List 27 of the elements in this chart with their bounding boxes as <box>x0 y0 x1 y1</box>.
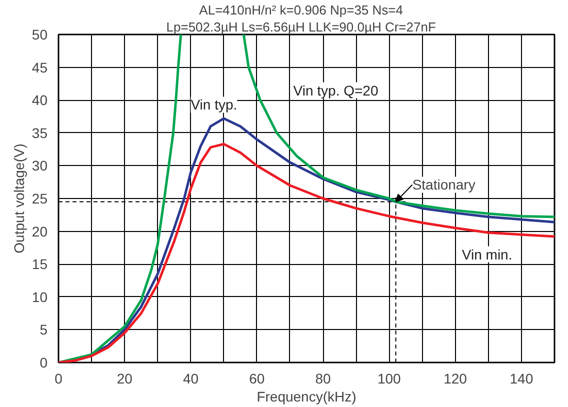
x-tick-label: 40 <box>182 370 199 386</box>
y-tick-label: 20 <box>32 223 48 240</box>
x-tick-label: 120 <box>444 370 468 386</box>
y-tick-label: 0 <box>40 354 48 370</box>
x-tick-label: 80 <box>315 370 332 386</box>
x-tick-label: 60 <box>249 370 265 386</box>
series-label: Vin typ. <box>190 96 238 113</box>
y-tick-label: 15 <box>32 256 48 272</box>
y-tick-label: 35 <box>32 124 48 141</box>
y-tick-label: 5 <box>40 322 48 338</box>
x-tick-label: 100 <box>377 370 402 386</box>
text: Vin typ. Q=20 <box>293 82 378 98</box>
x-axis-title: Frequency(kHz) <box>256 388 356 404</box>
x-tick-label: 0 <box>54 370 63 386</box>
chart-subtitle: Lp=502.3µH Ls=6.56µH LLK=90.0µH Cr=27nF <box>166 20 436 34</box>
chart-title: AL=410nH/n² k=0.906 Np=35 Ns=4 <box>199 2 403 18</box>
y-axis-title: Output voltage(V) <box>10 144 27 254</box>
series-label: Vin min. <box>462 246 512 262</box>
y-tick-label: 45 <box>32 59 48 76</box>
y-tick-label: 50 <box>32 26 48 42</box>
y-tick-label: 25 <box>32 190 48 206</box>
y-tick-label: 30 <box>32 158 48 174</box>
y-tick-label: 10 <box>32 288 48 305</box>
annotation: Stationary <box>412 176 476 193</box>
y-tick-label: 40 <box>32 92 48 108</box>
x-tick-label: 140 <box>510 370 534 386</box>
x-tick-label: 20 <box>116 370 133 386</box>
